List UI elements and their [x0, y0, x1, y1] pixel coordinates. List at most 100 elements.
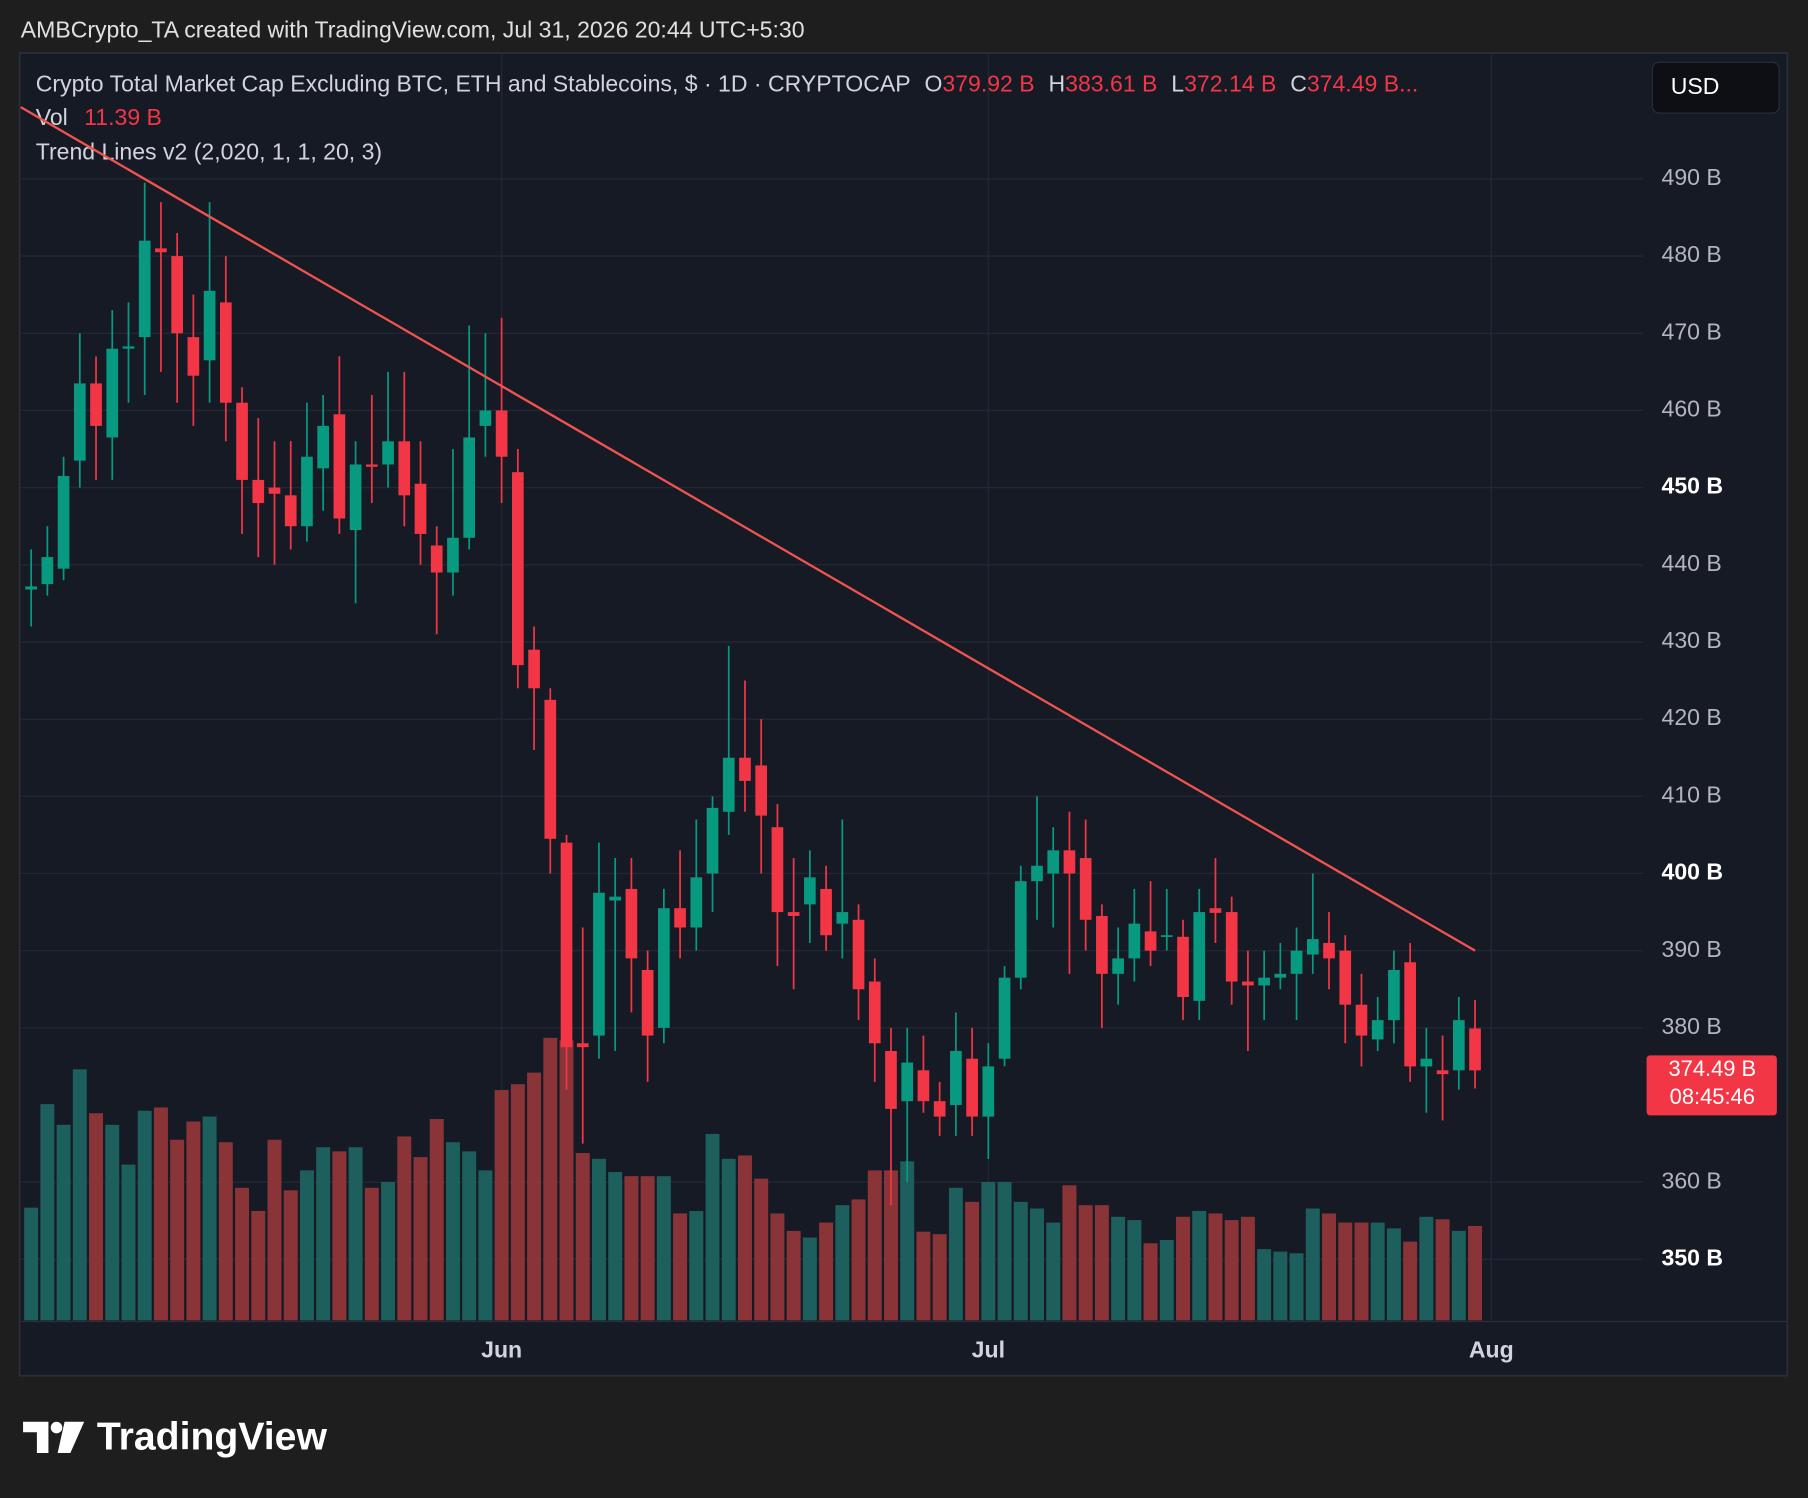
- volume-bar: [884, 1170, 898, 1321]
- candle-body: [739, 757, 751, 781]
- volume-bar: [235, 1187, 250, 1321]
- candle-body: [1274, 973, 1287, 978]
- watermark: AMBCrypto_TA created with TradingView.co…: [21, 16, 805, 42]
- volume-bar: [1192, 1210, 1207, 1321]
- volume-bar: [1127, 1220, 1142, 1321]
- candle-body: [609, 896, 622, 901]
- volume-bar: [1240, 1216, 1255, 1321]
- volume-bar: [40, 1104, 55, 1321]
- candle-body: [1242, 981, 1254, 986]
- candle-body: [868, 981, 881, 1044]
- volume-bar: [721, 1158, 736, 1321]
- candle-body: [1047, 850, 1060, 874]
- candle-body: [25, 586, 37, 590]
- candle-body: [1371, 1020, 1384, 1040]
- volume-bar: [835, 1205, 850, 1321]
- x-tick-label: Jul: [972, 1337, 1005, 1363]
- volume-bar: [900, 1161, 915, 1321]
- candle-body: [1258, 977, 1270, 986]
- candle-body: [1420, 1058, 1433, 1067]
- candle-body: [706, 807, 719, 874]
- candle-body: [73, 383, 86, 461]
- candle-body: [1209, 908, 1222, 913]
- tradingview-logo: TradingView: [23, 1415, 327, 1458]
- candle-body: [755, 765, 768, 816]
- candle-body: [966, 1058, 978, 1117]
- y-tick-label: 450 B: [1662, 473, 1724, 499]
- y-tick-label: 360 B: [1662, 1167, 1722, 1193]
- volume-bar: [1143, 1243, 1158, 1321]
- volume-bar: [121, 1164, 136, 1321]
- volume-bar: [24, 1207, 39, 1321]
- volume-bar: [478, 1170, 493, 1321]
- volume-bar: [689, 1210, 704, 1321]
- legend-value: 374.49 B...: [1307, 71, 1418, 97]
- volume-bar: [591, 1158, 606, 1321]
- candle-body: [998, 977, 1011, 1059]
- candle-body: [382, 441, 394, 465]
- volume-bar: [867, 1170, 882, 1321]
- legend-value: 372.14 B: [1184, 71, 1276, 97]
- volume-bar: [1176, 1216, 1190, 1321]
- volume-bar: [202, 1116, 217, 1321]
- logo-icon: [50, 1421, 63, 1434]
- candle-body: [479, 410, 492, 426]
- candles: [25, 182, 1481, 1206]
- volume-bar: [364, 1187, 379, 1321]
- y-tick-label: 390 B: [1662, 936, 1722, 962]
- candle-body: [950, 1050, 962, 1106]
- volume-bar: [1273, 1251, 1288, 1321]
- currency-label[interactable]: USD: [1671, 73, 1720, 99]
- y-tick-label: 460 B: [1662, 396, 1722, 422]
- candle-body: [1112, 958, 1124, 974]
- volume-bar: [673, 1213, 688, 1321]
- volume-bar: [737, 1155, 752, 1321]
- volume-bar: [543, 1037, 558, 1321]
- volume-bar: [72, 1069, 87, 1321]
- y-tick-label: 350 B: [1662, 1244, 1724, 1270]
- volume-bar: [1111, 1216, 1126, 1321]
- y-tick-label: 420 B: [1662, 704, 1722, 730]
- candle-body: [593, 892, 605, 1036]
- candle-body: [1323, 942, 1335, 959]
- candle-body: [641, 969, 654, 1036]
- volume-bar: [218, 1142, 233, 1321]
- y-tick-label: 430 B: [1662, 627, 1722, 653]
- volume-bar: [283, 1190, 298, 1321]
- volume-bar: [624, 1176, 639, 1321]
- candle-body: [804, 877, 816, 905]
- volume-bar: [251, 1210, 266, 1321]
- volume-bar: [965, 1201, 980, 1321]
- candle-body: [1096, 915, 1108, 974]
- volume-bar: [1159, 1239, 1174, 1321]
- volume-bar: [981, 1181, 996, 1321]
- candle-body: [982, 1066, 995, 1117]
- y-tick-label: 440 B: [1662, 550, 1722, 576]
- volume-bar: [656, 1176, 671, 1321]
- legend-key: C: [1290, 71, 1307, 97]
- candle-body: [544, 699, 557, 839]
- candle-body: [576, 1043, 589, 1048]
- candle-body: [1014, 881, 1027, 978]
- volume-bar: [1386, 1228, 1401, 1321]
- legend-key: L: [1171, 71, 1184, 97]
- candle-body: [1339, 950, 1352, 1005]
- volume-bar: [510, 1084, 525, 1321]
- candle-body: [284, 495, 297, 527]
- currency-button[interactable]: [1651, 61, 1780, 114]
- chart-title: Crypto Total Market Cap Excluding BTC, E…: [36, 71, 911, 97]
- volume-bar: [1338, 1222, 1353, 1321]
- candle-body: [203, 290, 216, 361]
- candle-body: [138, 240, 151, 338]
- x-tick-label: Aug: [1469, 1337, 1514, 1363]
- volume-bar: [381, 1181, 396, 1321]
- candle-body: [1063, 850, 1076, 874]
- volume-bar: [1322, 1213, 1336, 1321]
- chart-pane: [18, 52, 1789, 1377]
- candle-body: [122, 346, 135, 349]
- candle-body: [301, 456, 313, 527]
- candle-body: [771, 827, 784, 913]
- candle-body: [41, 557, 54, 585]
- candle-body: [1160, 935, 1173, 937]
